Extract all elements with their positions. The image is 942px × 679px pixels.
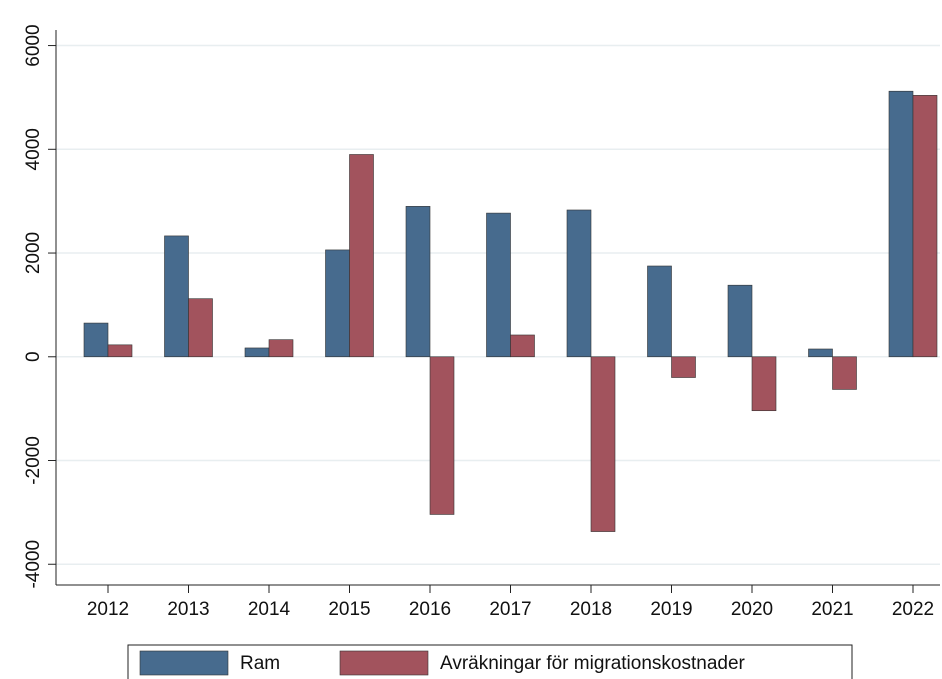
bar: [325, 249, 350, 358]
bar: [566, 209, 592, 358]
x-tick-label: 2013: [167, 599, 209, 620]
bar: [405, 206, 431, 358]
bar: [107, 344, 133, 358]
bar: [83, 322, 109, 358]
legend-label: Avräkningar för migrationskostnader: [440, 653, 746, 674]
x-tick-label: 2016: [409, 599, 451, 620]
legend-swatch: [139, 650, 229, 676]
bar: [188, 298, 213, 358]
bar: [888, 90, 914, 358]
bar: [832, 356, 857, 390]
bar: [510, 334, 535, 358]
bar: [164, 235, 189, 358]
y-tick-label: 4000: [23, 128, 44, 170]
legend-swatch: [339, 650, 429, 676]
bar: [268, 339, 294, 358]
legend-box: [127, 644, 853, 679]
bar: [429, 356, 455, 515]
x-tick-label: 2020: [731, 599, 773, 620]
bar: [912, 95, 938, 358]
x-tick-label: 2021: [811, 599, 853, 620]
y-tick-label: 2000: [23, 232, 44, 274]
x-tick-label: 2017: [489, 599, 531, 620]
y-tick-label: 0: [23, 351, 44, 362]
x-tick-label: 2014: [248, 599, 291, 620]
bar: [808, 348, 833, 358]
x-tick-label: 2018: [570, 599, 612, 620]
bar: [590, 356, 616, 532]
y-tick-label: -2000: [23, 436, 44, 485]
y-tick-label: -4000: [23, 540, 44, 589]
x-tick-label: 2015: [328, 599, 370, 620]
bar: [486, 212, 511, 358]
x-tick-label: 2022: [892, 599, 934, 620]
bar: [349, 154, 374, 358]
legend-label: Ram: [240, 653, 280, 674]
bar: [647, 265, 672, 358]
x-tick-label: 2019: [650, 599, 692, 620]
bar: [751, 356, 777, 412]
bar: [244, 347, 270, 358]
bar: [671, 356, 696, 378]
bar: [727, 284, 753, 358]
y-tick-label: 6000: [23, 24, 44, 66]
x-tick-label: 2012: [87, 599, 129, 620]
